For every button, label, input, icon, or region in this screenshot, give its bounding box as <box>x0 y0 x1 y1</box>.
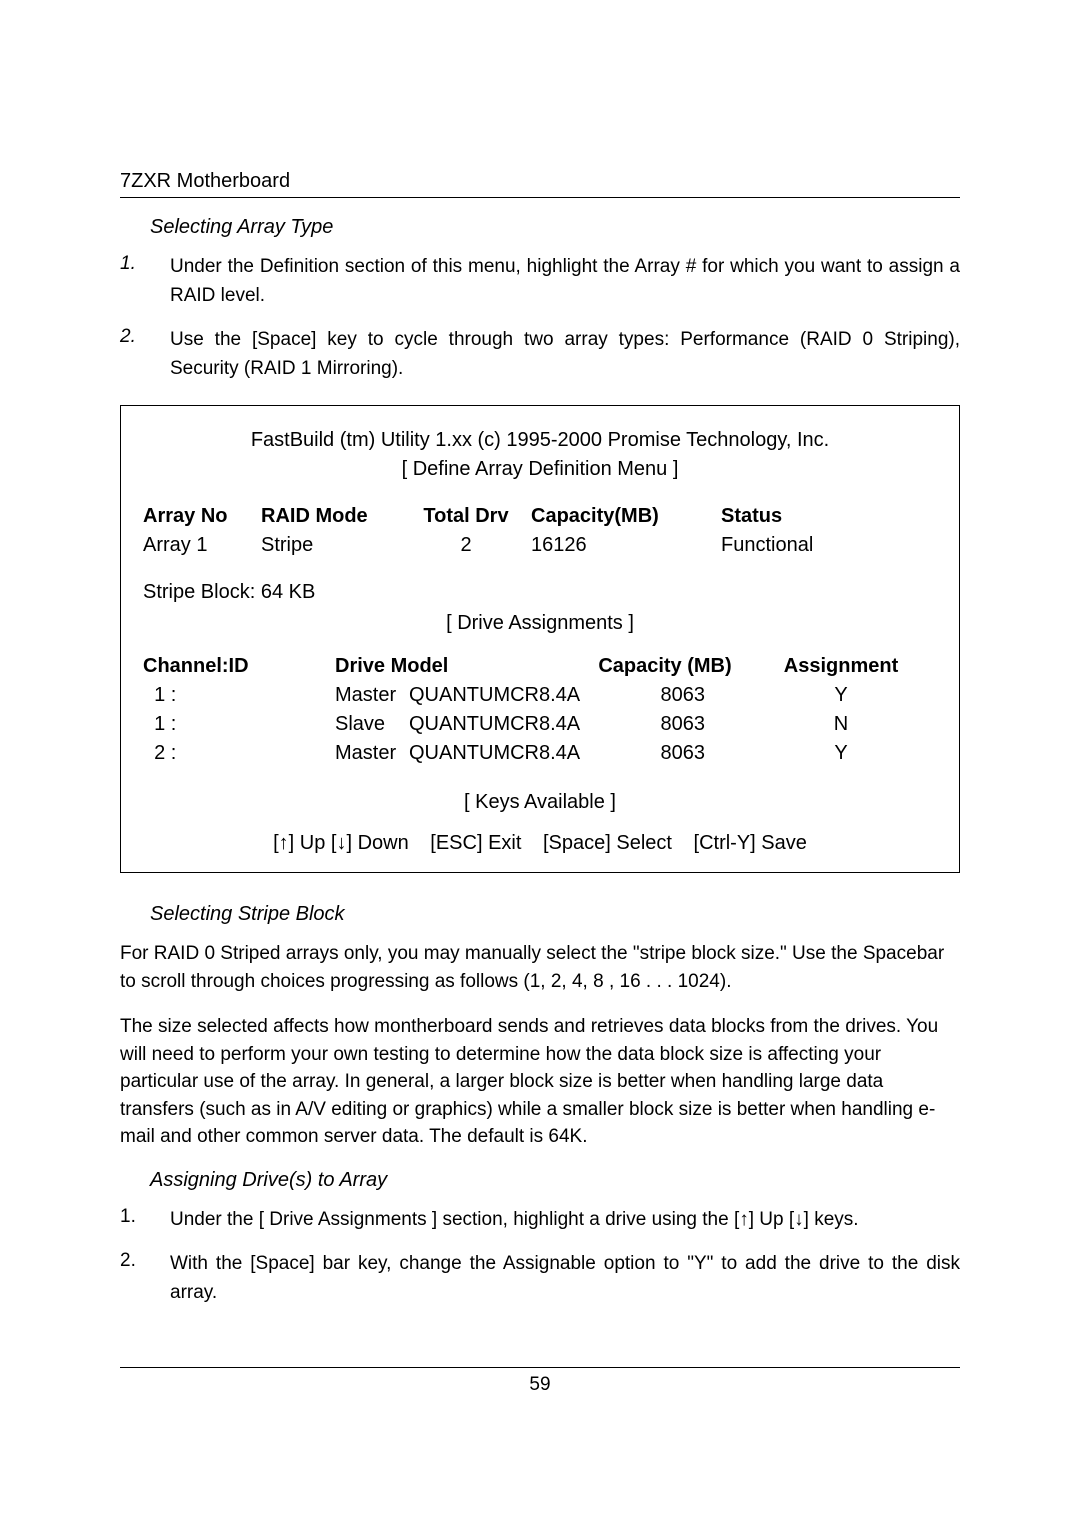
page-number: 59 <box>120 1374 960 1396</box>
drive-row: 2 : Master QUANTUMCR8.4A 8063 Y <box>143 739 937 768</box>
drive-header-assignment: Assignment <box>745 652 937 681</box>
keys-footer: [↑] Up [↓] Down [ESC] Exit [Space] Selec… <box>143 829 937 858</box>
section-heading-selecting-array: Selecting Array Type <box>150 216 960 239</box>
drive-capacity: 8063 <box>585 739 745 768</box>
key-esc: [ESC] Exit <box>430 832 521 854</box>
list-item: 1. Under the [ Drive Assignments ] secti… <box>120 1206 960 1235</box>
drive-role: Master <box>335 739 409 768</box>
stripe-block-line: Stripe Block: 64 KB <box>143 578 937 607</box>
list-text: Under the [ Drive Assignments ] section,… <box>170 1206 960 1235</box>
key-space: [Space] Select <box>543 832 672 854</box>
array-header-drv: Total Drv <box>401 502 531 531</box>
list-item: 2. Use the [Space] key to cycle through … <box>120 326 960 383</box>
drive-header-channel: Channel:ID <box>143 652 335 681</box>
drive-row: 1 : Slave QUANTUMCR8.4A 8063 N <box>143 710 937 739</box>
array-header-no: Array No <box>143 502 261 531</box>
drive-model: QUANTUMCR8.4A <box>409 710 585 739</box>
page-header-title: 7ZXR Motherboard <box>120 170 960 193</box>
bios-title-block: FastBuild (tm) Utility 1.xx (c) 1995-200… <box>143 426 937 484</box>
drive-channel: 1 : <box>143 710 335 739</box>
drive-model: QUANTUMCR8.4A <box>409 681 585 710</box>
drive-capacity: 8063 <box>585 681 745 710</box>
drive-channel: 1 : <box>143 681 335 710</box>
array-drv-value: 2 <box>401 531 531 560</box>
keys-available-title: [ Keys Available ] <box>143 788 937 817</box>
array-data-row: Array 1 Stripe 2 16126 Functional <box>143 531 937 560</box>
section-heading-stripe-block: Selecting Stripe Block <box>150 903 960 926</box>
drive-header-capacity: Capacity (MB) <box>585 652 745 681</box>
array-cap-value: 16126 <box>531 531 721 560</box>
list-text: Use the [Space] key to cycle through two… <box>170 326 960 383</box>
drive-assignments-title: [ Drive Assignments ] <box>143 609 937 638</box>
key-save: [Ctrl-Y] Save <box>694 832 807 854</box>
drive-assignment: N <box>745 710 937 739</box>
list-item: 2. With the [Space] bar key, change the … <box>120 1250 960 1307</box>
list-number: 2. <box>120 326 170 383</box>
bios-screen: FastBuild (tm) Utility 1.xx (c) 1995-200… <box>120 405 960 873</box>
paragraph: For RAID 0 Striped arrays only, you may … <box>120 940 960 995</box>
bios-title-line-1: FastBuild (tm) Utility 1.xx (c) 1995-200… <box>143 426 937 455</box>
section-heading-assigning-drives: Assigning Drive(s) to Array <box>150 1169 960 1192</box>
drive-row: 1 : Master QUANTUMCR8.4A 8063 Y <box>143 681 937 710</box>
array-header-status: Status <box>721 502 937 531</box>
drive-header-model: Drive Model <box>335 652 585 681</box>
drive-model: QUANTUMCR8.4A <box>409 739 585 768</box>
paragraph: The size selected affects how montherboa… <box>120 1013 960 1151</box>
array-status-value: Functional <box>721 531 937 560</box>
drive-assignment: Y <box>745 739 937 768</box>
drive-header-row: Channel:ID Drive Model Capacity (MB) Ass… <box>143 652 937 681</box>
drive-capacity: 8063 <box>585 710 745 739</box>
header-rule <box>120 197 960 198</box>
list-number: 2. <box>120 1250 170 1307</box>
array-header-mode: RAID Mode <box>261 502 401 531</box>
drive-channel: 2 : <box>143 739 335 768</box>
list-text: Under the Definition section of this men… <box>170 253 960 310</box>
list-item: 1. Under the Definition section of this … <box>120 253 960 310</box>
array-header-row: Array No RAID Mode Total Drv Capacity(MB… <box>143 502 937 531</box>
drive-role: Slave <box>335 710 409 739</box>
list-number: 1. <box>120 1206 170 1235</box>
bios-title-line-2: [ Define Array Definition Menu ] <box>143 455 937 484</box>
key-up-down: [↑] Up [↓] Down <box>273 832 409 854</box>
array-header-cap: Capacity(MB) <box>531 502 721 531</box>
footer-rule <box>120 1367 960 1368</box>
list-number: 1. <box>120 253 170 310</box>
document-page: 7ZXR Motherboard Selecting Array Type 1.… <box>0 0 1080 1456</box>
array-mode-value: Stripe <box>261 531 401 560</box>
drive-role: Master <box>335 681 409 710</box>
list-text: With the [Space] bar key, change the Ass… <box>170 1250 960 1307</box>
drive-assignment: Y <box>745 681 937 710</box>
array-no-value: Array 1 <box>143 531 261 560</box>
